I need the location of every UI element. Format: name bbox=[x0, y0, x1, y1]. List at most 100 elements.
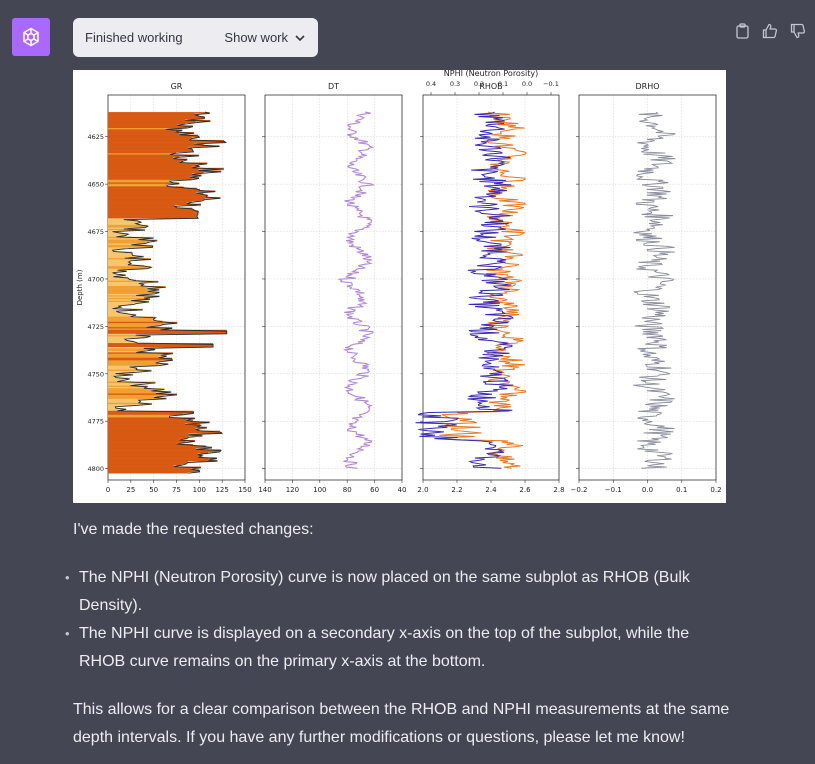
gr-fill-band bbox=[108, 352, 173, 354]
gr-fill-band bbox=[108, 120, 211, 122]
gr-fill-band bbox=[108, 224, 148, 227]
gr-fill-band bbox=[108, 424, 201, 426]
depth-tick-label: 4750 bbox=[87, 370, 104, 378]
gr-fill-band bbox=[108, 328, 161, 331]
gr-fill-band bbox=[108, 429, 200, 431]
x-tick-label: 0.1 bbox=[676, 486, 687, 494]
x-tick-label: 75 bbox=[172, 486, 181, 494]
gr-fill-band bbox=[108, 327, 173, 329]
top-tick-label: 0.0 bbox=[522, 80, 532, 88]
thumbs-up-button[interactable] bbox=[761, 22, 779, 40]
gr-fill-band bbox=[108, 385, 148, 388]
well-log-figure: 0 25 50 75 100 125 150 GR 140 120 100 80 60 40 DT 2.0 2.… bbox=[73, 70, 726, 503]
gr-fill-band bbox=[108, 291, 160, 293]
gr-fill-band bbox=[108, 462, 187, 465]
x-tick-label: 80 bbox=[343, 486, 352, 494]
gr-fill-band bbox=[108, 222, 136, 224]
x-tick-label: 120 bbox=[286, 486, 299, 494]
gr-fill-band bbox=[108, 335, 151, 337]
gr-fill-band bbox=[108, 274, 126, 276]
gr-fill-band bbox=[108, 205, 175, 207]
gr-fill-band bbox=[108, 353, 161, 356]
clipboard-icon bbox=[735, 23, 749, 39]
thumbs-down-button[interactable] bbox=[789, 22, 807, 40]
x-tick-label: 40 bbox=[398, 486, 407, 494]
gr-fill-band bbox=[108, 412, 194, 414]
gr-fill-band bbox=[108, 340, 134, 343]
gr-fill-band bbox=[108, 230, 113, 232]
gr-fill-band bbox=[108, 215, 198, 218]
x-tick-label: 150 bbox=[238, 486, 251, 494]
gr-fill-band bbox=[108, 408, 127, 410]
gr-fill-band bbox=[108, 394, 165, 397]
x-tick-label: 25 bbox=[126, 486, 135, 494]
gr-fill-band bbox=[108, 218, 124, 220]
gr-fill-band bbox=[108, 199, 202, 202]
depth-tick-label: 4650 bbox=[87, 181, 104, 189]
x-tick-label: −0.2 bbox=[571, 486, 588, 494]
x-tick-label: 2.4 bbox=[485, 486, 497, 494]
gr-fill-band bbox=[108, 288, 160, 291]
changes-list: The NPHI (Neutron Porosity) curve is now… bbox=[58, 564, 739, 676]
gr-fill-band bbox=[108, 470, 200, 473]
gr-fill-band bbox=[108, 112, 210, 114]
gr-fill-band bbox=[108, 458, 209, 461]
x-tick-label: 100 bbox=[313, 486, 326, 494]
top-axis-title: NPHI (Neutron Porosity) bbox=[444, 70, 538, 78]
gr-fill-band bbox=[108, 267, 148, 270]
gr-fill-band bbox=[108, 285, 166, 288]
gr-fill-band bbox=[108, 279, 136, 281]
copy-button[interactable] bbox=[733, 22, 751, 40]
gr-fill-band bbox=[108, 447, 196, 450]
gr-fill-band bbox=[108, 309, 117, 312]
gr-fill-band bbox=[108, 361, 156, 364]
gr-fill-band bbox=[108, 406, 116, 409]
gr-fill-band bbox=[108, 275, 114, 277]
gr-fill-band bbox=[108, 210, 199, 212]
gr-fill-band bbox=[108, 234, 126, 236]
rhob-curve bbox=[438, 111, 527, 469]
gr-fill-band bbox=[108, 149, 193, 151]
bullet-line: The NPHI curve is displayed on a seconda… bbox=[79, 625, 690, 642]
gr-fill-band bbox=[108, 441, 186, 443]
gr-fill-band bbox=[108, 271, 113, 274]
gr-fill-band bbox=[108, 445, 206, 447]
gr-fill-band bbox=[108, 161, 181, 163]
gr-fill-band bbox=[108, 231, 120, 234]
show-work-button[interactable]: Show work bbox=[224, 30, 306, 45]
gr-fill-band bbox=[108, 220, 141, 223]
gr-fill-band bbox=[108, 270, 127, 272]
gr-fill-band bbox=[108, 125, 193, 127]
gr-fill-band bbox=[108, 405, 116, 408]
gr-fill-band bbox=[108, 454, 203, 457]
gr-fill-band bbox=[108, 178, 192, 181]
show-work-label: Show work bbox=[224, 30, 288, 45]
closing-line: depth intervals. If you have any further… bbox=[73, 729, 685, 746]
gr-fill-band bbox=[108, 303, 134, 305]
gr-fill-band bbox=[108, 177, 200, 179]
gr-fill-band bbox=[108, 453, 198, 455]
dt-curve bbox=[338, 111, 376, 469]
closing-line: This allows for a clear comparison betwe… bbox=[73, 701, 730, 718]
gr-fill-band bbox=[108, 259, 131, 262]
gr-fill-band bbox=[108, 181, 172, 183]
gr-fill-band bbox=[108, 158, 188, 161]
gr-fill-band bbox=[108, 190, 216, 193]
gr-fill-band bbox=[108, 313, 137, 316]
gr-fill-band bbox=[108, 365, 130, 368]
gr-fill-band bbox=[108, 232, 129, 235]
gr-fill-band bbox=[108, 425, 198, 428]
gr-fill-band bbox=[108, 264, 145, 267]
gr-fill-band bbox=[108, 179, 170, 182]
gr-fill-band bbox=[108, 339, 127, 341]
gr-fill-band bbox=[108, 296, 144, 299]
gr-fill-band bbox=[108, 437, 187, 439]
gr-fill-band bbox=[108, 332, 227, 335]
gr-fill-band bbox=[108, 171, 204, 174]
bullet-line: Density). bbox=[79, 597, 143, 614]
gr-fill-band bbox=[108, 320, 163, 323]
gr-fill-band bbox=[108, 413, 184, 416]
x-tick-label: 0.0 bbox=[642, 486, 653, 494]
gr-fill-band bbox=[108, 170, 222, 173]
gr-fill-band bbox=[108, 185, 168, 187]
